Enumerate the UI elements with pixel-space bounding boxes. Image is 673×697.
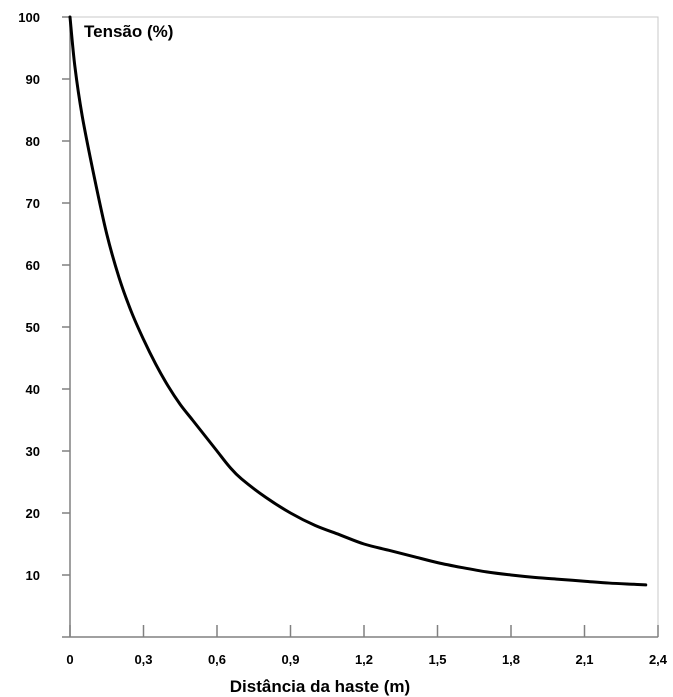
x-tick-label: 2,4 bbox=[649, 652, 668, 667]
y-tick-label: 10 bbox=[26, 568, 40, 583]
series-line bbox=[68, 15, 648, 587]
series bbox=[68, 15, 648, 587]
y-tick-label: 70 bbox=[26, 196, 40, 211]
x-tick-label: 0,6 bbox=[208, 652, 226, 667]
x-tick-label: 0 bbox=[66, 652, 73, 667]
y-axis-title: Tensão (%) bbox=[84, 22, 173, 41]
y-tick-label: 30 bbox=[26, 444, 40, 459]
ticks: 10 20 30 40 50 60 70 80 90 100 0 0,3 0,6 0,9 1,2 1,5 1,8… bbox=[18, 10, 668, 667]
y-tick-label: 60 bbox=[26, 258, 40, 273]
x-tick-label: 0,9 bbox=[281, 652, 299, 667]
y-tick-label: 100 bbox=[18, 10, 40, 25]
y-tick-label: 90 bbox=[26, 72, 40, 87]
y-tick-label: 50 bbox=[26, 320, 40, 335]
y-tick-label: 80 bbox=[26, 134, 40, 149]
x-tick-label: 1,2 bbox=[355, 652, 373, 667]
x-tick-label: 1,8 bbox=[502, 652, 520, 667]
x-axis-title: Distância da haste (m) bbox=[230, 677, 410, 696]
x-tick-label: 1,5 bbox=[428, 652, 446, 667]
x-tick-label: 0,3 bbox=[134, 652, 152, 667]
x-tick-label: 2,1 bbox=[575, 652, 593, 667]
y-tick-label: 40 bbox=[26, 382, 40, 397]
y-tick-label: 20 bbox=[26, 506, 40, 521]
